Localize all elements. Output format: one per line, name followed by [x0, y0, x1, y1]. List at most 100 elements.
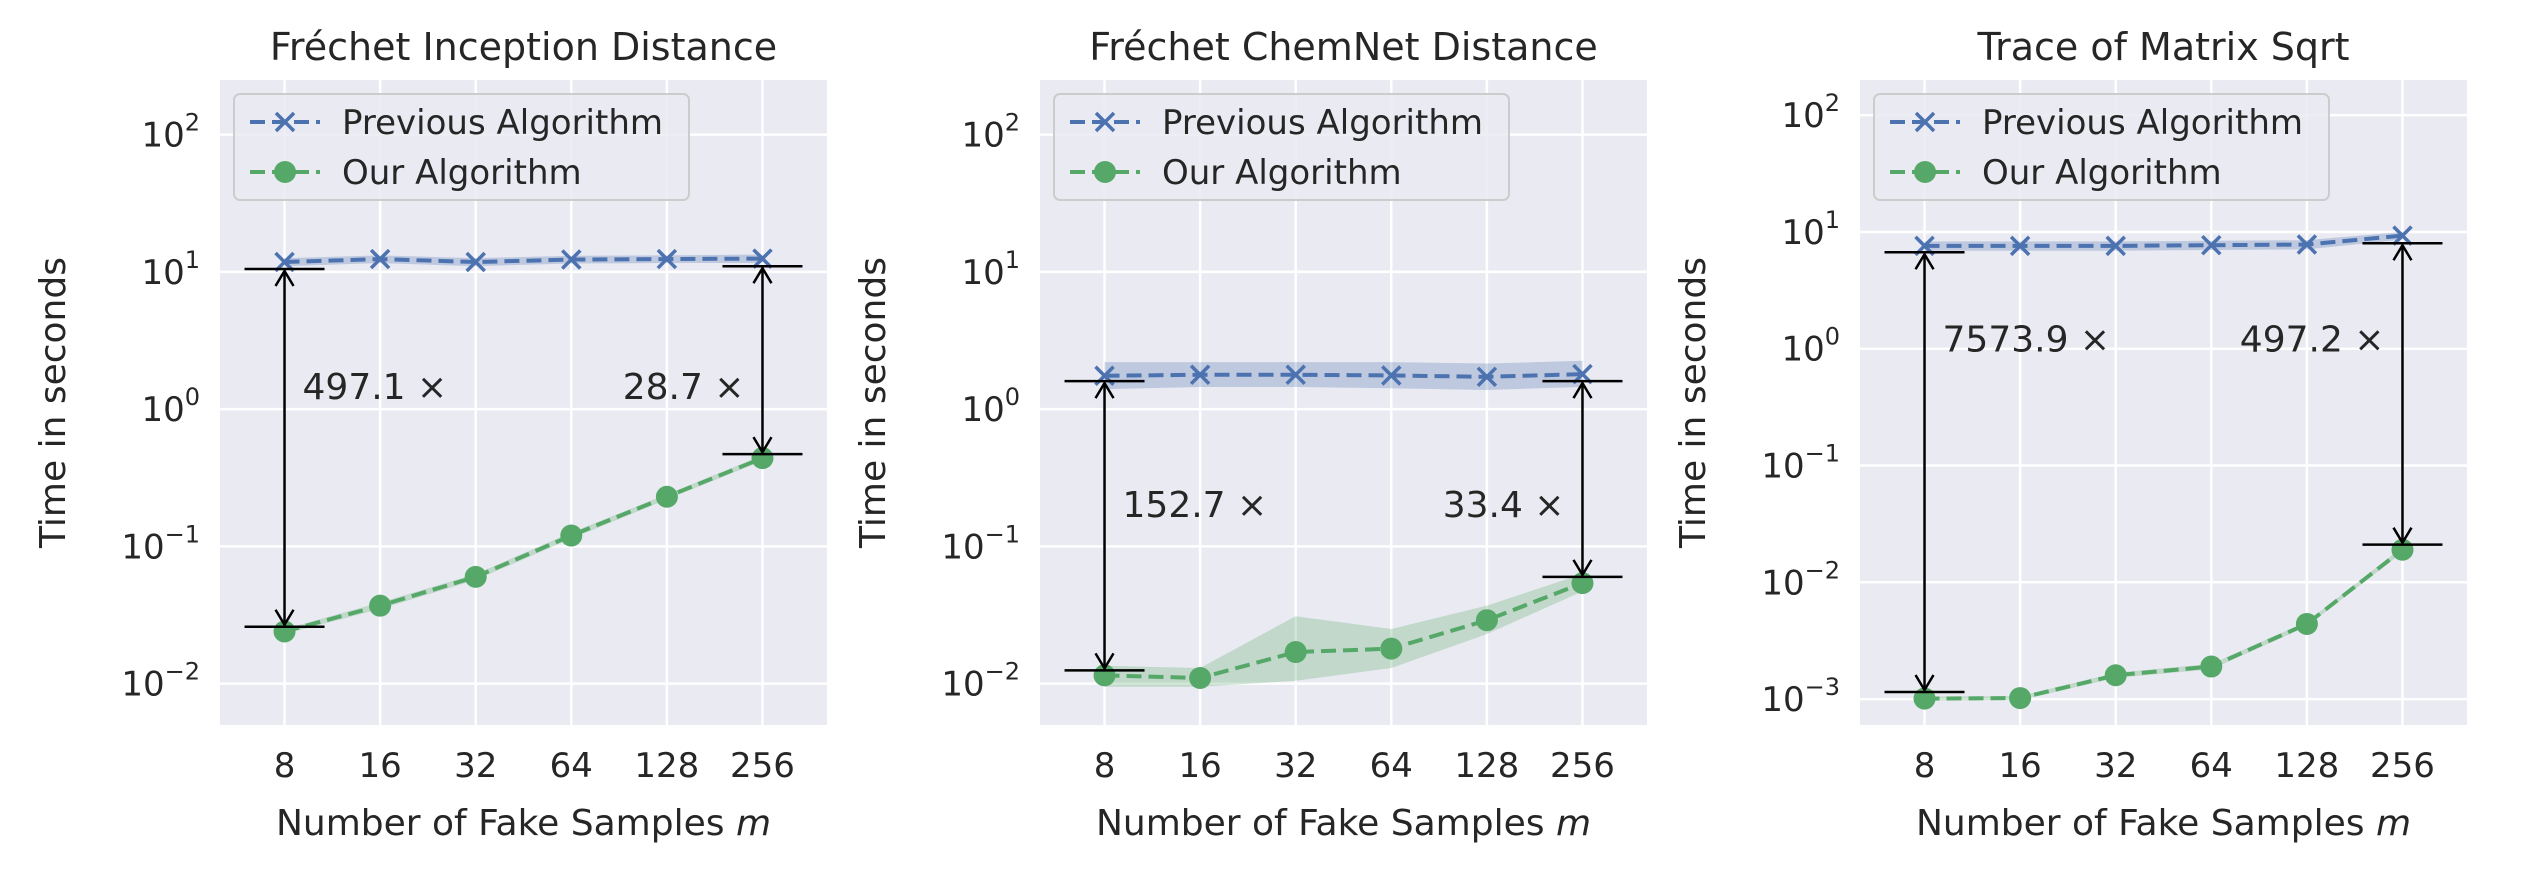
data-point-x-marker	[2201, 234, 2222, 256]
annotation-arrowhead-up	[752, 265, 773, 284]
x-tick-label: 8	[274, 746, 296, 786]
y-tick-exponent: 2	[1005, 109, 1020, 137]
y-tick-label: 101	[961, 246, 1020, 293]
series-line	[1924, 548, 2404, 701]
data-point-x-marker	[561, 249, 582, 270]
data-point-x-marker	[2392, 225, 2413, 246]
series-line	[1104, 581, 1584, 681]
y-tick-exponent: 1	[185, 246, 200, 274]
annotation-arrowhead-up	[1914, 251, 1935, 270]
data-point-circle-marker	[1189, 666, 1212, 689]
y-tick-exponent: 0	[1825, 323, 1840, 351]
legend-label: Previous Algorithm	[1162, 103, 1483, 143]
annotation-arrowhead-up	[1572, 380, 1593, 399]
data-point-x-marker	[465, 251, 486, 273]
confidence-band	[284, 455, 763, 635]
x-tick-label: 64	[550, 746, 593, 786]
legend: Previous Algorithm Our Algorithm	[233, 93, 690, 201]
chart-title: Fréchet Inception Distance	[270, 25, 777, 69]
y-axis-label: Time in seconds	[33, 257, 74, 549]
x-axis-label: Number of Fake Samples m	[1096, 803, 1591, 844]
y-tick-label: 102	[961, 109, 1020, 156]
x-axis-label: Number of Fake Samples m	[1916, 803, 2411, 844]
y-tick-label: 10−1	[1761, 440, 1840, 487]
speedup-label: 7573.9 ×	[1943, 319, 2111, 360]
speedup-annotation: 152.7 ×	[1064, 379, 1267, 672]
series-previous-algorithm	[1094, 360, 1593, 390]
y-tick-label: 100	[141, 383, 200, 430]
x-tick-label: 32	[2094, 746, 2137, 786]
x-tick-label: 16	[1178, 746, 1221, 786]
speedup-annotation: 33.4 ×	[1443, 379, 1623, 579]
x-axis-variable: m	[2376, 803, 2411, 844]
speedup-label: 497.2 ×	[2240, 319, 2385, 360]
data-point-circle-marker	[369, 594, 392, 617]
x-tick-label: 128	[1454, 746, 1519, 786]
series-previous-algorithm	[274, 248, 773, 273]
legend-x-marker	[1914, 111, 1936, 133]
y-tick-label: 10−3	[1761, 673, 1840, 720]
y-tick-exponent: 1	[1825, 206, 1840, 234]
annotation-arrowhead-up	[2392, 242, 2413, 261]
confidence-band	[1104, 360, 1583, 390]
x-axis-label-text: Number of Fake Samples	[1096, 803, 1545, 844]
x-tick-label: 64	[2190, 746, 2233, 786]
y-tick-label: 100	[1781, 323, 1840, 370]
y-tick-label: 101	[1781, 206, 1840, 253]
data-point-circle-marker	[560, 524, 583, 547]
data-point-x-marker	[656, 248, 678, 270]
x-tick-label: 256	[1550, 746, 1615, 786]
y-tick-label: 10−2	[1761, 556, 1840, 603]
speedup-annotation: 7573.9 ×	[1884, 251, 2111, 694]
x-tick-label: 32	[1274, 746, 1317, 786]
data-point-x-marker	[1189, 364, 1211, 386]
data-point-x-marker	[369, 248, 391, 270]
chart-title: Trace of Matrix Sqrt	[1976, 25, 2349, 69]
y-tick-label: 101	[141, 246, 200, 293]
data-point-x-marker	[2105, 235, 2126, 257]
series-line	[284, 256, 763, 265]
x-tick-label: 64	[1370, 746, 1413, 786]
data-point-x-marker	[2009, 235, 2031, 257]
x-axis-label-text: Number of Fake Samples	[276, 803, 725, 844]
data-point-x-marker	[2296, 234, 2318, 255]
legend: Previous Algorithm Our Algorithm	[1873, 93, 2330, 201]
legend-item: Previous Algorithm	[250, 103, 663, 143]
annotation-arrowhead-down	[2392, 527, 2413, 546]
legend-label: Our Algorithm	[1162, 153, 1402, 193]
y-axis-label: Time in seconds	[853, 257, 894, 549]
speedup-label: 33.4 ×	[1443, 485, 1565, 526]
x-tick-label: 16	[1998, 746, 2041, 786]
annotation-arrowhead-down	[1572, 559, 1593, 578]
data-point-circle-marker	[1475, 609, 1498, 632]
data-point-circle-marker	[2009, 687, 2032, 710]
data-point-x-marker	[1476, 366, 1498, 388]
chart-title: Fréchet ChemNet Distance	[1089, 25, 1598, 69]
y-tick-exponent: −2	[165, 658, 200, 686]
data-point-x-marker	[1381, 365, 1402, 386]
data-point-x-marker	[752, 248, 773, 269]
y-tick-exponent: 2	[185, 109, 200, 137]
legend-label: Previous Algorithm	[342, 103, 663, 143]
legend-label: Previous Algorithm	[1982, 103, 2303, 143]
y-tick-exponent: 0	[185, 383, 200, 411]
y-tick-label: 102	[1781, 89, 1840, 136]
y-tick-exponent: −3	[1805, 673, 1840, 701]
x-axis-label-text: Number of Fake Samples	[1916, 803, 2365, 844]
data-point-circle-marker	[655, 485, 678, 508]
y-tick-exponent: −1	[1805, 440, 1840, 468]
legend-item: Previous Algorithm	[1890, 103, 2303, 143]
x-axis-label: Number of Fake Samples m	[276, 803, 771, 844]
y-tick-label: 10−2	[941, 658, 1020, 705]
annotation-arrowhead-up	[274, 268, 295, 287]
data-point-circle-marker	[1284, 641, 1307, 664]
y-tick-exponent: −2	[985, 658, 1020, 686]
legend-label: Our Algorithm	[342, 153, 582, 193]
x-axis-variable: m	[736, 803, 771, 844]
y-tick-label: 10−2	[121, 658, 200, 705]
legend-box	[1053, 93, 1510, 201]
legend-x-marker	[274, 111, 296, 133]
x-axis-variable: m	[1556, 803, 1591, 844]
annotation-arrowhead-down	[274, 609, 295, 628]
